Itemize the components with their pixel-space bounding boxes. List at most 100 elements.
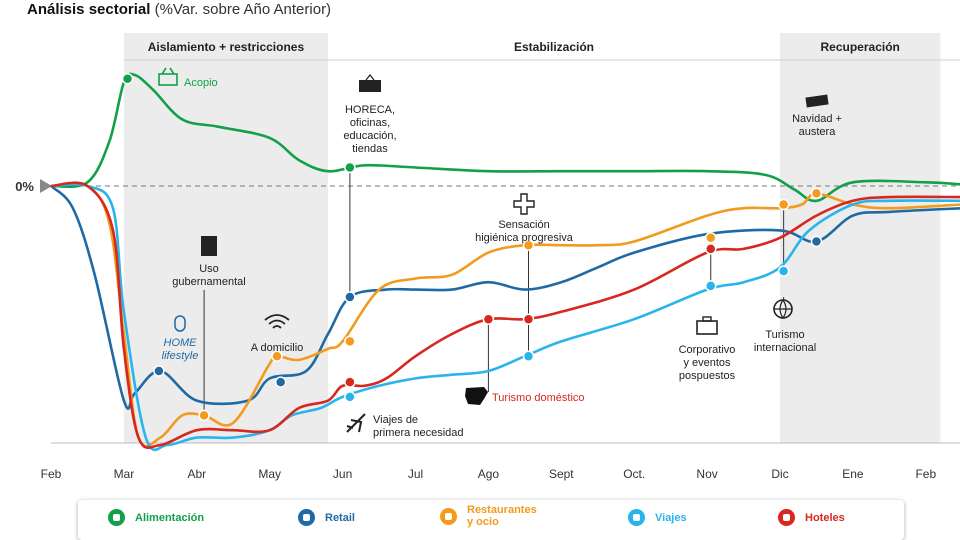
series-hoteles [50, 181, 960, 450]
annotation-horeca-line-1: oficinas, [350, 117, 390, 129]
annotation-turismo_int-line-1: internacional [754, 342, 816, 354]
marker-viajes-3 [777, 265, 790, 277]
x-tick-7: Sept [549, 467, 574, 481]
x-tick-10: Dic [771, 467, 788, 481]
annotation-turismo_dom [465, 387, 488, 405]
marker-restaurantes-6 [810, 187, 823, 200]
x-tick-2: Abr [187, 467, 206, 481]
annotation-acopio [158, 67, 178, 86]
marker-restaurantes-1 [271, 350, 283, 362]
marker-alimentacion-1 [344, 161, 356, 174]
sign-hook [365, 73, 375, 81]
annotation-acopio-line-0: Acopio [184, 77, 218, 89]
annotation-horeca [359, 73, 381, 92]
annotation-uso-line-1: gubernamental [172, 276, 245, 288]
phase-band-0 [123, 33, 329, 443]
x-tick-1: Mar [114, 467, 135, 481]
annotation-domicilio [264, 314, 290, 329]
building-body [201, 236, 217, 256]
x-tick-0: Feb [41, 467, 62, 481]
annotation-home [174, 315, 186, 332]
marker-restaurantes-0 [198, 409, 210, 422]
phase-label-2: Recuperación [821, 40, 900, 54]
money-icon [805, 94, 829, 108]
hygiene-icon [513, 193, 535, 215]
marker-restaurantes-2 [344, 335, 356, 348]
briefcase-icon [696, 316, 718, 335]
annotation-corporativo-line-2: pospuestos [679, 370, 736, 382]
annotation-home-line-0: HOME [164, 337, 198, 349]
annotation-navidad-line-0: Navidad + [792, 113, 842, 125]
series-line-viajes [50, 183, 960, 451]
basket-body [158, 73, 178, 86]
mouse-body [174, 315, 186, 332]
annotation-viajes_prim [346, 413, 366, 433]
marker-restaurantes-4 [704, 232, 717, 244]
legend-label-viajes: Viajes [655, 511, 687, 524]
basket-handle [161, 67, 175, 75]
zero-label: 0% [15, 179, 34, 194]
annotation-uso-line-0: Uso [199, 263, 219, 275]
marker-alimentacion-0 [121, 72, 134, 85]
x-tick-6: Ago [478, 467, 500, 481]
marker-retail-3 [810, 235, 823, 248]
annotation-horeca-line-2: educación, [343, 130, 396, 142]
annotation-viajes_prim-line-0: Viajes de [373, 414, 418, 426]
phase-label-0: Aislamiento + restricciones [148, 40, 305, 54]
money-bill [805, 94, 829, 108]
legend: Alimentación Retail Restaurantes y ocio Viaj… [78, 500, 904, 540]
zero-marker [40, 179, 52, 193]
spain-map-icon [465, 387, 488, 405]
globe-icon [773, 299, 793, 320]
sign-body [359, 80, 381, 92]
title-subtitle: (%Var. sobre Año Anterior) [154, 1, 332, 18]
wifi-icon [264, 314, 290, 329]
marker-retail-1 [274, 376, 287, 388]
annotation-domicilio-line-0: A domicilio [251, 342, 304, 354]
series-viajes [50, 183, 960, 451]
annotation-corporativo-line-0: Corporativo [679, 344, 736, 356]
annotation-navidad [805, 94, 829, 108]
annotation-turismo_int [773, 299, 793, 320]
legend-item-retail: Retail [298, 509, 355, 526]
x-tick-8: Oct. [623, 467, 645, 481]
legend-label-hoteles: Hoteles [805, 511, 845, 524]
x-tick-9: Nov [696, 467, 717, 481]
apple-icon [108, 509, 125, 526]
briefcase-handle [702, 316, 712, 322]
marker-viajes-0 [344, 391, 356, 403]
marker-hoteles-2 [522, 313, 535, 325]
basket-icon [158, 67, 178, 86]
annotation-sensacion-line-0: Sensación [498, 219, 549, 231]
cart-icon [298, 509, 315, 526]
annotation-viajes_prim-line-1: primera necesidad [373, 427, 464, 439]
annotation-corporativo [696, 316, 718, 335]
legend-item-viajes: Viajes [628, 509, 687, 526]
open-sign-icon [359, 73, 381, 92]
legend-item-alimentacion: Alimentación [108, 509, 204, 526]
marker-restaurantes-3 [522, 239, 535, 251]
annotation-turismo_int-line-0: Turismo [765, 329, 804, 341]
x-tick-12: Feb [915, 467, 936, 481]
spain-shape [465, 387, 488, 405]
annotation-corporativo-line-1: y eventos [683, 357, 731, 369]
bed-icon [778, 509, 795, 526]
briefcase-body [696, 320, 718, 335]
annotation-sensacion-line-1: higiénica progresiva [475, 232, 574, 244]
annotation-horeca-line-3: tiendas [352, 143, 388, 155]
legend-item-hoteles: Hoteles [778, 509, 845, 526]
phase-label-1: Estabilización [514, 40, 594, 54]
x-tick-5: Jul [408, 467, 423, 481]
annotation-sensacion [513, 193, 535, 215]
legend-label-restaurantes: Restaurantes y ocio [467, 504, 537, 528]
series-line-hoteles [50, 181, 960, 450]
marker-hoteles-3 [704, 243, 717, 255]
plane-icon [346, 413, 366, 433]
building-icon [201, 236, 217, 256]
marker-hoteles-1 [482, 313, 495, 325]
legend-item-restaurantes: Restaurantes y ocio [440, 504, 537, 528]
annotation-navidad-line-1: austera [799, 126, 837, 138]
series-retail [50, 185, 960, 410]
cutlery-icon [440, 507, 457, 525]
series-line-retail [50, 185, 960, 410]
